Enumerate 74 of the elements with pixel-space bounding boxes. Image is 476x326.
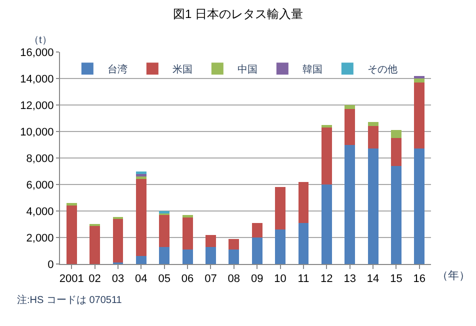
bar (182, 249, 193, 264)
x-tick-label: 14 (366, 273, 380, 286)
bar (298, 222, 309, 264)
bar (344, 144, 356, 264)
bar (275, 230, 286, 264)
x-tick-label: 06 (181, 273, 194, 286)
y-tick-label: 16,000 (20, 46, 54, 59)
bar (136, 171, 146, 174)
bar (136, 256, 146, 264)
y-tick-label: 0 (48, 258, 54, 271)
x-tick-label: 15 (390, 273, 402, 286)
bar (414, 148, 425, 264)
bar (112, 218, 124, 263)
bar (368, 122, 378, 126)
bar (321, 124, 332, 128)
legend-label: その他 (367, 64, 398, 76)
legend-label: 米国 (172, 64, 192, 76)
x-tick-label: 13 (344, 273, 356, 286)
bar (414, 82, 425, 149)
bar (344, 108, 356, 145)
y-tick-label: 10,000 (20, 126, 54, 138)
x-tick-label: 07 (204, 273, 217, 286)
bar (159, 246, 170, 264)
y-axis-title: （t） (29, 35, 52, 46)
y-tick-label: 2,000 (26, 232, 54, 244)
bar (391, 138, 402, 166)
x-tick-label: 08 (228, 273, 240, 286)
bar (228, 238, 240, 250)
y-tick-label: 14,000 (20, 73, 54, 86)
bar (344, 105, 356, 109)
bar (368, 148, 378, 264)
bar (391, 166, 402, 264)
bar (182, 218, 193, 250)
bar (66, 206, 77, 264)
y-tick-label: 8,000 (26, 152, 54, 165)
x-axis-title: （年） (437, 270, 470, 282)
x-tick-label: 16 (413, 273, 426, 286)
bar (368, 126, 378, 149)
legend-label: 韓国 (302, 64, 322, 76)
bar (414, 78, 425, 82)
bar (206, 234, 216, 247)
bar (321, 184, 332, 264)
bar (136, 174, 146, 177)
bar (90, 226, 100, 264)
bar (298, 182, 309, 223)
bar (414, 76, 425, 78)
bar (206, 246, 216, 264)
bar (159, 214, 170, 247)
x-tick-label: 04 (135, 273, 148, 286)
x-tick-label: 10 (274, 273, 286, 286)
bar (275, 187, 286, 230)
legend-label: 中国 (237, 64, 258, 76)
bar (136, 176, 146, 180)
chart-title: 図1 日本のレタス輸入量 (172, 7, 304, 22)
bar (252, 222, 262, 238)
x-tick-label: 11 (298, 273, 310, 286)
text: 注:HS コードは 070511 (17, 294, 122, 306)
x-tick-label: 2001 (59, 273, 84, 286)
bar (66, 203, 77, 206)
y-tick-label: 6,000 (26, 179, 54, 192)
y-tick-label: 12,000 (20, 100, 54, 112)
x-tick-label: 03 (112, 273, 124, 286)
x-tick-label: 02 (88, 273, 101, 286)
bar (391, 130, 402, 138)
bar (182, 214, 193, 218)
bar (252, 238, 262, 264)
y-tick-label: 4,000 (26, 206, 54, 218)
x-tick-label: 12 (320, 273, 333, 286)
legend-label: 台湾 (107, 64, 128, 76)
bar (136, 179, 146, 256)
x-tick-label: 05 (158, 273, 170, 286)
bar (321, 128, 332, 184)
x-tick-label: 09 (250, 273, 264, 286)
bar (228, 249, 240, 264)
